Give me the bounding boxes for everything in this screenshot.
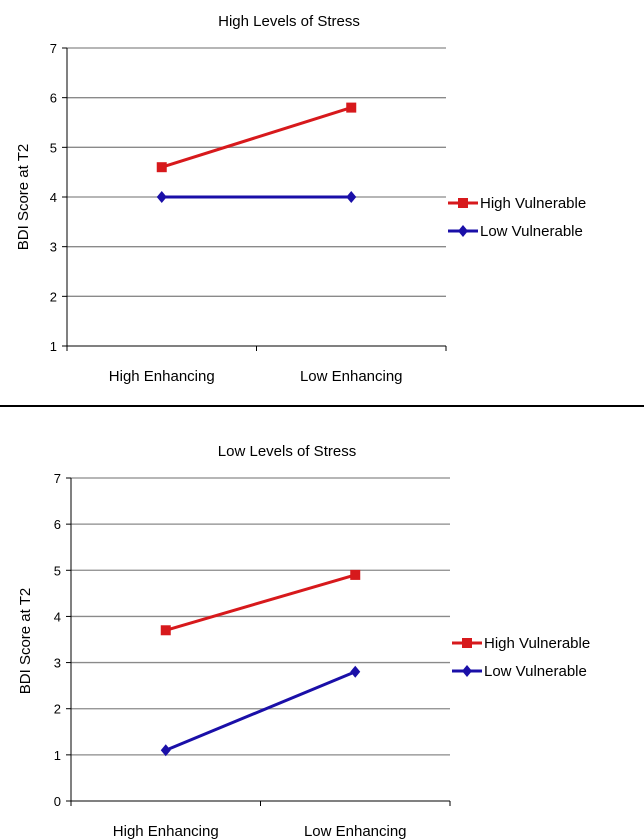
data-point-high-vulnerable — [160, 625, 171, 636]
axes — [66, 477, 451, 806]
chart-title: Low Levels of Stress — [218, 443, 356, 460]
data-point-low-vulnerable — [160, 744, 171, 757]
chart-panel-high-stress: High Levels of Stress BDI Score at T2 1 2… — [15, 13, 586, 385]
y-tick-label: 3 — [54, 656, 61, 671]
x-tick-label-high-enhancing: High Enhancing — [113, 823, 219, 839]
y-tick-label: 7 — [54, 471, 61, 486]
y-tick-label: 2 — [50, 289, 57, 304]
y-tick-label: 4 — [54, 609, 61, 624]
legend-label-low-vulnerable: Low Vulnerable — [484, 663, 587, 680]
legend-label-high-vulnerable: High Vulnerable — [480, 195, 586, 212]
data-point-high-vulnerable — [346, 102, 357, 113]
legend-label-low-vulnerable: Low Vulnerable — [480, 223, 583, 240]
y-tick-labels: 0 1 2 3 4 5 6 7 — [54, 471, 61, 809]
series-line-high-vulnerable — [165, 573, 356, 632]
y-tick-label: 6 — [54, 517, 61, 532]
legend-marker-low-vulnerable — [462, 665, 472, 677]
gridlines — [67, 47, 446, 297]
x-tick-label-low-enhancing: Low Enhancing — [300, 368, 403, 385]
x-tick-label-high-enhancing: High Enhancing — [109, 368, 215, 385]
chart-title: High Levels of Stress — [218, 13, 360, 30]
chart-panel-low-stress: Low Levels of Stress BDI Score at T2 0 1 2… — [17, 443, 590, 839]
y-tick-label: 4 — [50, 190, 57, 205]
data-point-low-vulnerable — [156, 191, 167, 203]
legend: High Vulnerable Low Vulnerable — [448, 195, 586, 240]
data-point-high-vulnerable — [350, 569, 361, 580]
data-point-high-vulnerable — [156, 162, 167, 173]
y-tick-label: 1 — [54, 748, 61, 763]
y-tick-label: 5 — [50, 140, 57, 155]
y-tick-labels: 1 2 3 4 5 6 7 — [50, 41, 57, 354]
data-point-low-vulnerable — [350, 665, 361, 678]
gridlines — [71, 477, 450, 756]
series-lines — [156, 102, 357, 203]
x-tick-labels: High Enhancing Low Enhancing — [109, 368, 403, 385]
series-line-low-vulnerable — [165, 670, 356, 752]
y-axis-label: BDI Score at T2 — [15, 144, 32, 250]
legend-marker-high-vulnerable — [462, 638, 472, 648]
y-tick-label: 5 — [54, 563, 61, 578]
y-axis-label: BDI Score at T2 — [17, 588, 34, 694]
y-tick-label: 7 — [50, 41, 57, 56]
axes — [62, 47, 447, 351]
y-tick-label: 3 — [50, 240, 57, 255]
data-point-low-vulnerable — [346, 191, 357, 203]
y-tick-label: 1 — [50, 339, 57, 354]
x-tick-label-low-enhancing: Low Enhancing — [304, 823, 407, 839]
series-lines — [160, 569, 361, 757]
series-line-high-vulnerable — [161, 106, 352, 169]
legend-marker-high-vulnerable — [458, 198, 468, 208]
legend: High Vulnerable Low Vulnerable — [452, 635, 590, 680]
y-tick-label: 6 — [50, 91, 57, 106]
legend-label-high-vulnerable: High Vulnerable — [484, 635, 590, 652]
x-tick-labels: High Enhancing Low Enhancing — [113, 823, 407, 839]
y-tick-label: 2 — [54, 702, 61, 717]
y-tick-label: 0 — [54, 794, 61, 809]
legend-marker-low-vulnerable — [458, 225, 468, 237]
